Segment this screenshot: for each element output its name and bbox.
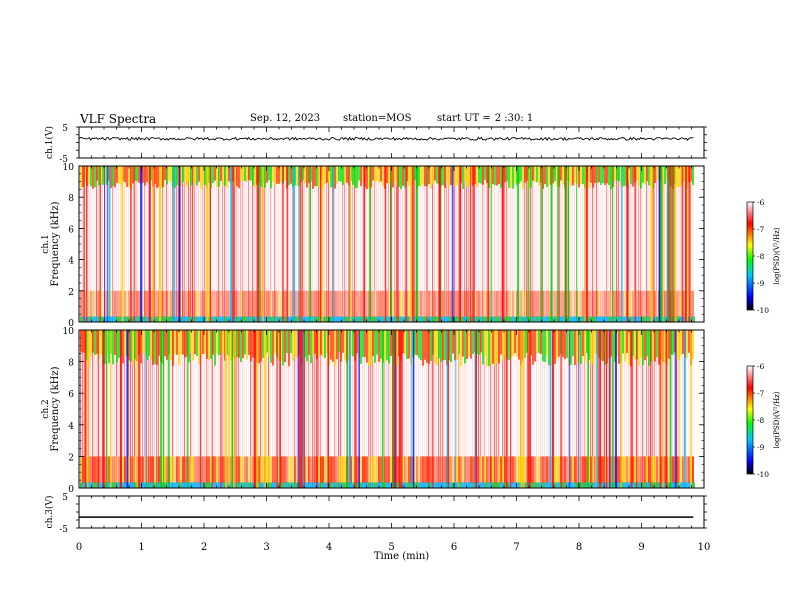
colorbar-label: log(PSD)(V²/Hz) [773,227,781,284]
x-axis-label: Time (min) [374,551,429,562]
x-tick-label: 5 [388,542,394,553]
colorbar-tick-label: -10 [757,470,769,479]
spectrogram-ylabel-ch: ch.1 [41,234,51,253]
colorbar-tick-label: -10 [757,306,769,315]
waveform-ylabel-0: ch.1(V) [44,126,55,159]
start-time-value: 2 :30: 1 [494,113,534,124]
station-label: station=MOS [343,113,412,124]
freq-tick-label: 4 [68,257,74,267]
spectrogram-ylabel-freq: Frequency (kHz) [50,201,61,286]
x-tick-label: 4 [326,542,332,553]
x-tick-label: 2 [201,542,207,553]
spectrogram-ylabel-freq: Frequency (kHz) [50,366,61,451]
freq-tick-label: 6 [68,390,74,400]
colorbar-label: log(PSD)(V²/Hz) [773,391,781,448]
x-tick-label: 7 [513,542,519,553]
colorbar-1 [746,201,754,311]
colorbar-tick-label: -9 [757,279,765,288]
x-tick-label: 6 [451,542,457,553]
spectrogram-ch1-image [80,166,695,322]
x-tick-label: 3 [263,542,269,553]
x-tick-label: 9 [638,542,644,553]
colorbar-tick-label: -7 [757,389,765,398]
spectrogram-ch2-image [80,330,695,488]
freq-tick-label: 8 [68,359,74,369]
freq-tick-label: 10 [63,327,75,337]
freq-tick-label: 10 [63,163,75,173]
freq-tick-label: 2 [68,453,74,463]
freq-tick-label: 8 [68,194,74,204]
y-tick-label: 5 [62,493,68,503]
figure-title: VLF Spectra [80,112,157,126]
x-tick-label: 10 [698,542,711,553]
colorbar-tick-label: -8 [757,416,765,425]
start-time: start UT = 2 :30: 1 [437,113,537,124]
colorbar-tick-label: -7 [757,225,765,234]
freq-tick-label: 0 [68,319,74,329]
x-tick-label: 8 [576,542,582,553]
colorbar-2 [746,365,754,475]
colorbar-tick-label: -9 [757,443,765,452]
date-label: Sep. 12, 2023 [250,113,321,124]
spectrogram-layer [80,166,695,488]
y-tick-label: 5 [62,124,68,134]
colorbar-tick-label: -6 [757,362,765,371]
colorbar-tick-label: -8 [757,252,765,261]
x-tick-label: 1 [138,542,144,553]
waveform-ylabel-3: ch.3(V) [44,496,55,529]
colorbar-tick-label: -6 [757,198,765,207]
y-tick-label: -5 [59,155,68,165]
ch1-waveform-line [78,136,694,142]
freq-tick-label: 0 [68,485,74,495]
spectrogram-ylabel-ch: ch.2 [41,399,51,418]
y-tick-label: -5 [59,525,68,535]
freq-tick-label: 6 [68,225,74,235]
freq-tick-label: 2 [68,288,74,298]
x-tick-label: 0 [76,542,82,553]
freq-tick-label: 4 [68,422,74,432]
start-time-label: start UT = [437,113,491,124]
